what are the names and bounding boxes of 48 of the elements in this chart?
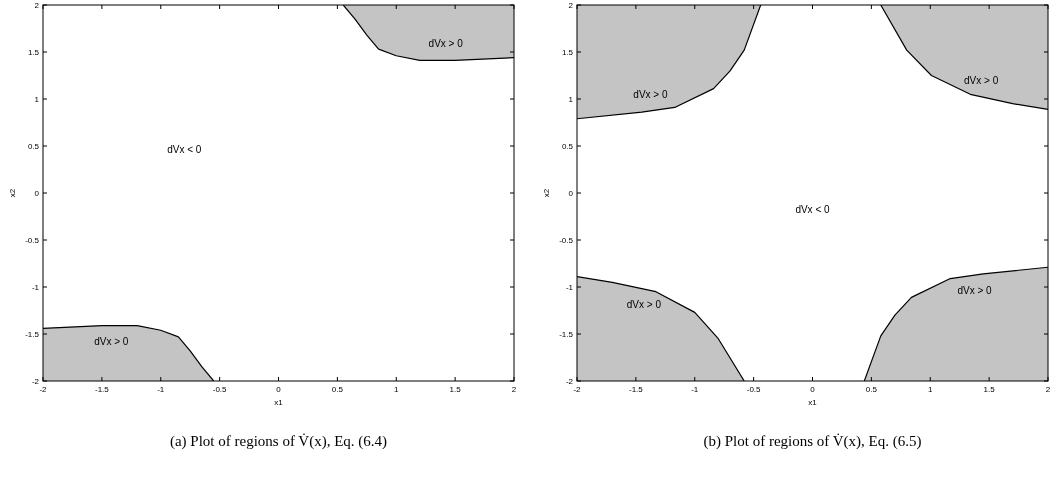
y-tick-label: 2 [34,1,40,10]
series-label: dVx > 0 [633,88,668,100]
text: (a) Plot of regions of V̇(x), Eq. (6.4) [169,433,388,450]
series-label: dVx > 0 [428,38,464,50]
y-tick-label: -2 [565,377,574,386]
annotation: dVx < 0 [167,144,202,155]
y-tick-label: -1.5 [25,330,40,339]
x-tick-label: -0.5 [212,385,228,394]
y-tick-label: 2 [568,1,574,10]
x-tick-label: 1.5 [983,385,996,394]
x-tick-label: 0 [276,385,282,394]
y-tick-label: -0.5 [25,236,40,245]
annotation: dVx < 0 [795,204,831,215]
y-tick-label: -1 [565,283,574,292]
y-tick-label: 1 [34,95,40,104]
y-tick-label: -2 [31,377,40,386]
x-tick-label: 1 [928,385,934,394]
y-tick-label: 0 [34,189,40,198]
y-tick-label: 0.5 [561,142,574,151]
y-tick-label: 0 [568,189,574,198]
y-axis-title: x2 [542,188,551,198]
x-tick-label: -1 [691,385,699,394]
x-tick-label: -0.5 [746,385,762,394]
x-tick-label: -1.5 [94,385,110,394]
y-tick-label: -0.5 [559,236,574,245]
x-axis-title: x1 [808,398,818,407]
x-tick-label: 2 [1045,385,1051,394]
x-tick-label: 0 [810,385,816,394]
y-tick-label: 0.5 [27,142,40,151]
x-tick-label: 2 [511,385,517,394]
series-label: dVx > 0 [964,74,999,86]
y-tick-label: 1.5 [27,48,40,57]
y-tick-label: -1.5 [559,330,574,339]
series-label: dVx > 0 [94,335,129,347]
series-label: dVx > 0 [957,285,993,297]
series-label: dVx > 0 [626,299,662,311]
y-tick-label: 1 [568,95,574,104]
y-tick-label: 1.5 [561,48,574,57]
text: (b) Plot of regions of V̇(x), Eq. (6.5) [703,433,922,450]
x-tick-label: -1.5 [628,385,644,394]
x-tick-label: 0.5 [331,385,344,394]
y-tick-label: -1 [31,283,40,292]
x-tick-label: -1 [157,385,165,394]
y-axis-title: x2 [8,188,17,198]
x-tick-label: 1.5 [449,385,462,394]
x-tick-label: 1 [394,385,400,394]
x-axis-title: x1 [274,398,284,407]
x-tick-label: 0.5 [865,385,878,394]
